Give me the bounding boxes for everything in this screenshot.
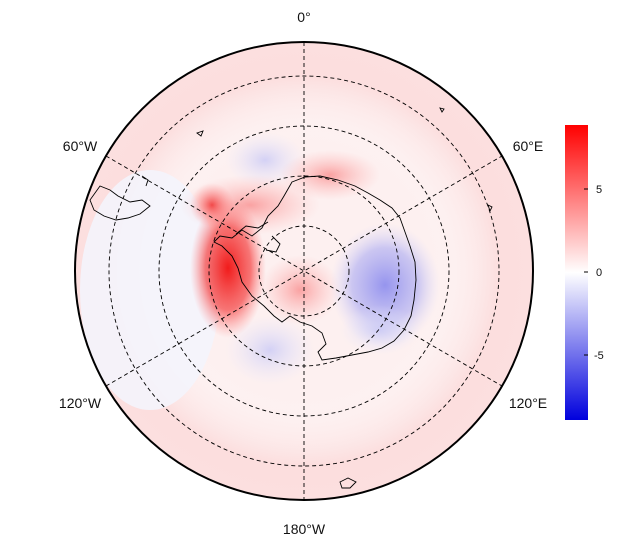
colorbar: 5 0 -5 xyxy=(565,125,604,420)
colorbar-tick-label-5: 5 xyxy=(596,184,602,196)
lon-label-180w: 180°W xyxy=(283,521,326,537)
lon-label-120w: 120°W xyxy=(59,395,102,411)
coastline-islands xyxy=(196,107,493,489)
anomaly-field xyxy=(75,42,533,500)
map-boundary xyxy=(74,41,534,501)
lon-label-120e: 120°E xyxy=(509,395,547,411)
lon-label-60e: 60°E xyxy=(513,138,544,154)
coastline-south-america xyxy=(89,175,151,221)
colorbar-tick-label-0: 0 xyxy=(596,267,602,279)
colorbar-gradient xyxy=(565,125,588,420)
graticule xyxy=(105,42,503,500)
lon-label-60w: 60°W xyxy=(63,138,98,154)
coastline-antarctica xyxy=(213,175,417,361)
colorbar-tick-label-neg5: -5 xyxy=(594,350,604,362)
longitude-labels: 0° 60°E 120°E 180°W 120°W 60°W xyxy=(59,9,547,537)
lon-label-0: 0° xyxy=(297,9,310,25)
